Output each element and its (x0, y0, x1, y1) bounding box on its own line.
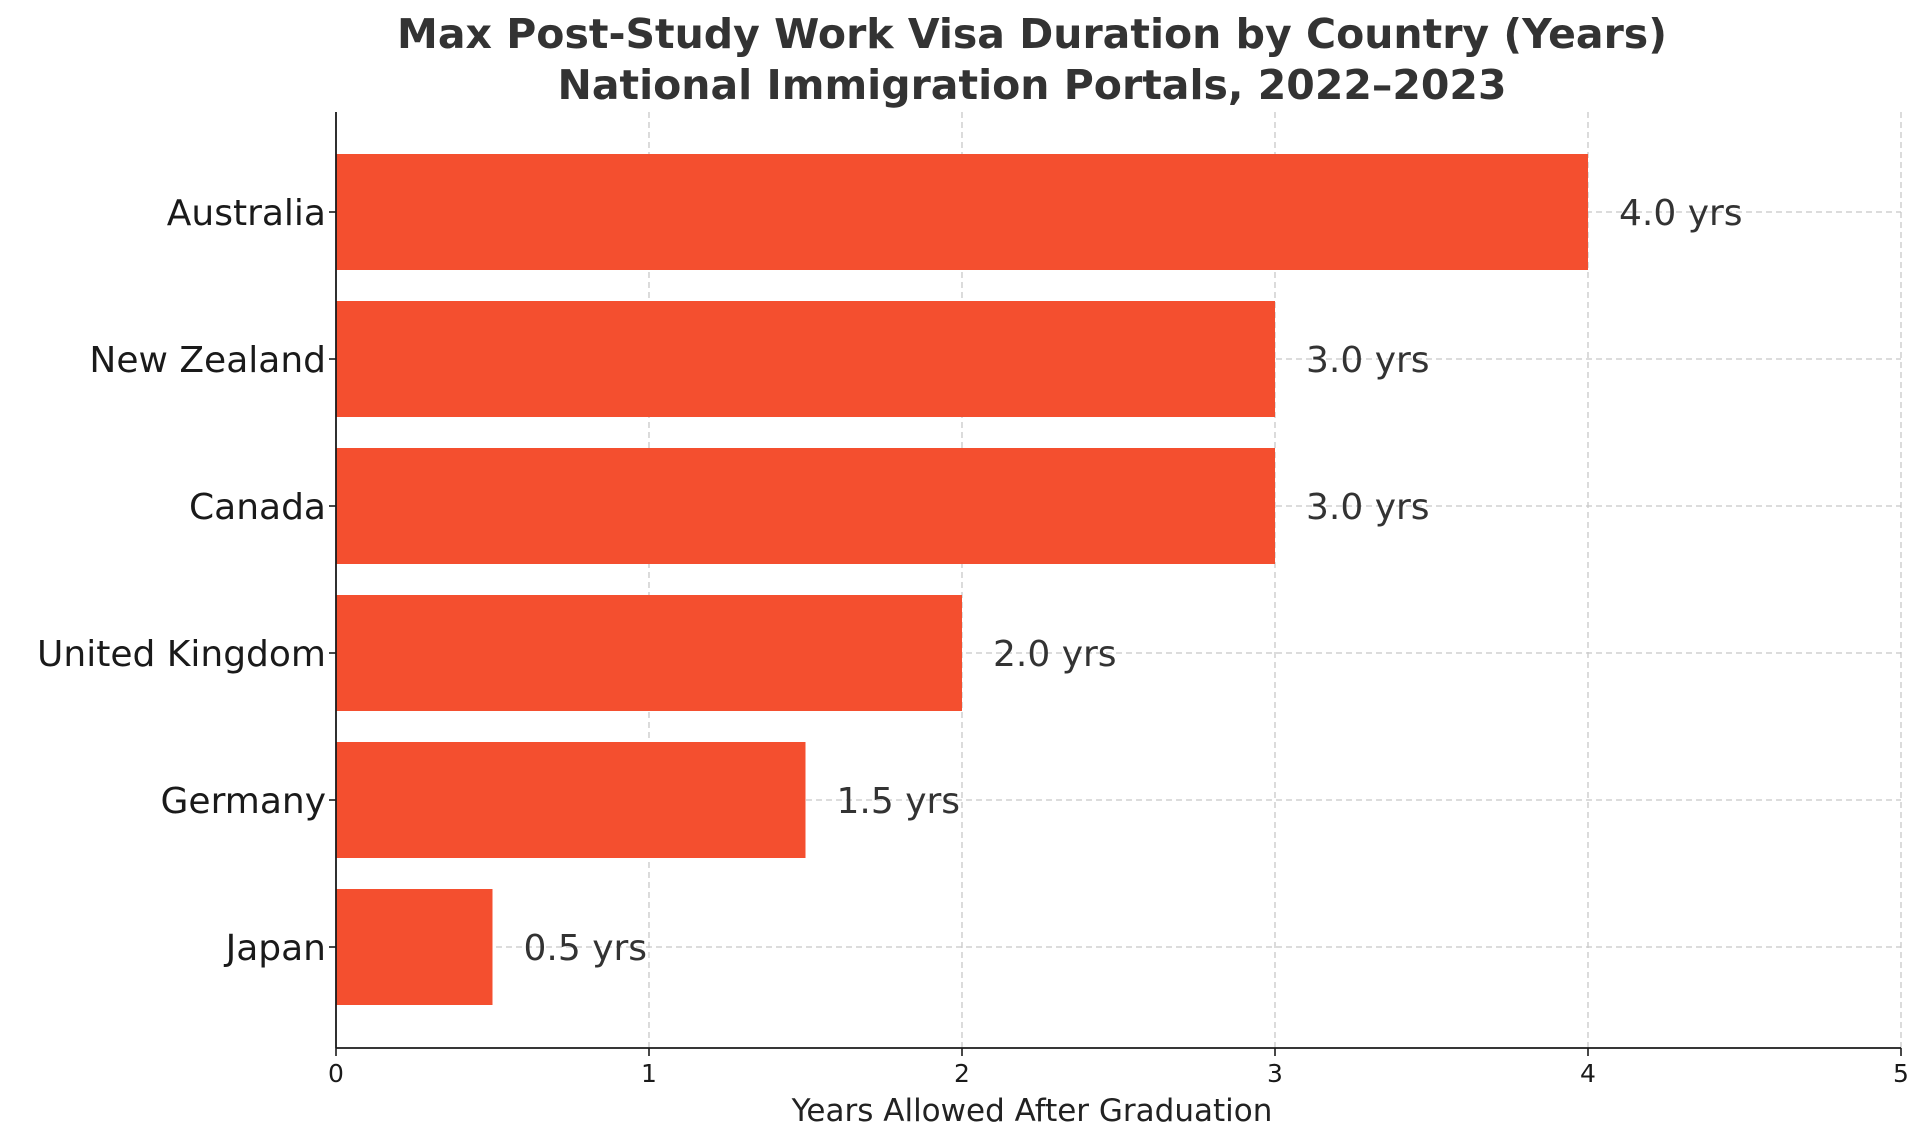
labels-group: Australia 4.0 yrs New Zealand 3.0 yrs Canada… (37, 193, 1909, 1088)
bars-group (336, 154, 1588, 1005)
category-label-4: Germany (161, 781, 326, 822)
data-label-4: 1.5 yrs (837, 781, 961, 822)
data-label-1: 3.0 yrs (1306, 340, 1430, 381)
data-label-5: 0.5 yrs (524, 928, 648, 969)
data-label-0: 4.0 yrs (1619, 193, 1743, 234)
x-tick-label-5: 5 (1893, 1059, 1909, 1088)
category-label-0: Australia (167, 193, 326, 234)
bar-1 (336, 301, 1275, 417)
bar-0 (336, 154, 1588, 270)
category-label-2: Canada (189, 487, 326, 528)
category-label-5: Japan (224, 928, 326, 969)
bar-5 (336, 889, 493, 1005)
axes (329, 112, 1902, 1056)
data-label-3: 2.0 yrs (993, 634, 1117, 675)
bar-4 (336, 742, 806, 858)
x-tick-label-1: 1 (641, 1059, 657, 1088)
bar-3 (336, 595, 962, 711)
x-tick-label-3: 3 (1267, 1059, 1283, 1088)
x-tick-label-0: 0 (328, 1059, 344, 1088)
category-label-1: New Zealand (89, 340, 326, 381)
x-tick-label-4: 4 (1580, 1059, 1596, 1088)
chart-title: Max Post-Study Work Visa Duration by Cou… (397, 10, 1667, 58)
x-axis-title: Years Allowed After Graduation (791, 1093, 1273, 1129)
data-label-2: 3.0 yrs (1306, 487, 1430, 528)
x-tick-label-2: 2 (954, 1059, 970, 1088)
bar-2 (336, 448, 1275, 564)
category-label-3: United Kingdom (37, 634, 326, 675)
chart-subtitle: National Immigration Portals, 2022–2023 (558, 61, 1507, 109)
